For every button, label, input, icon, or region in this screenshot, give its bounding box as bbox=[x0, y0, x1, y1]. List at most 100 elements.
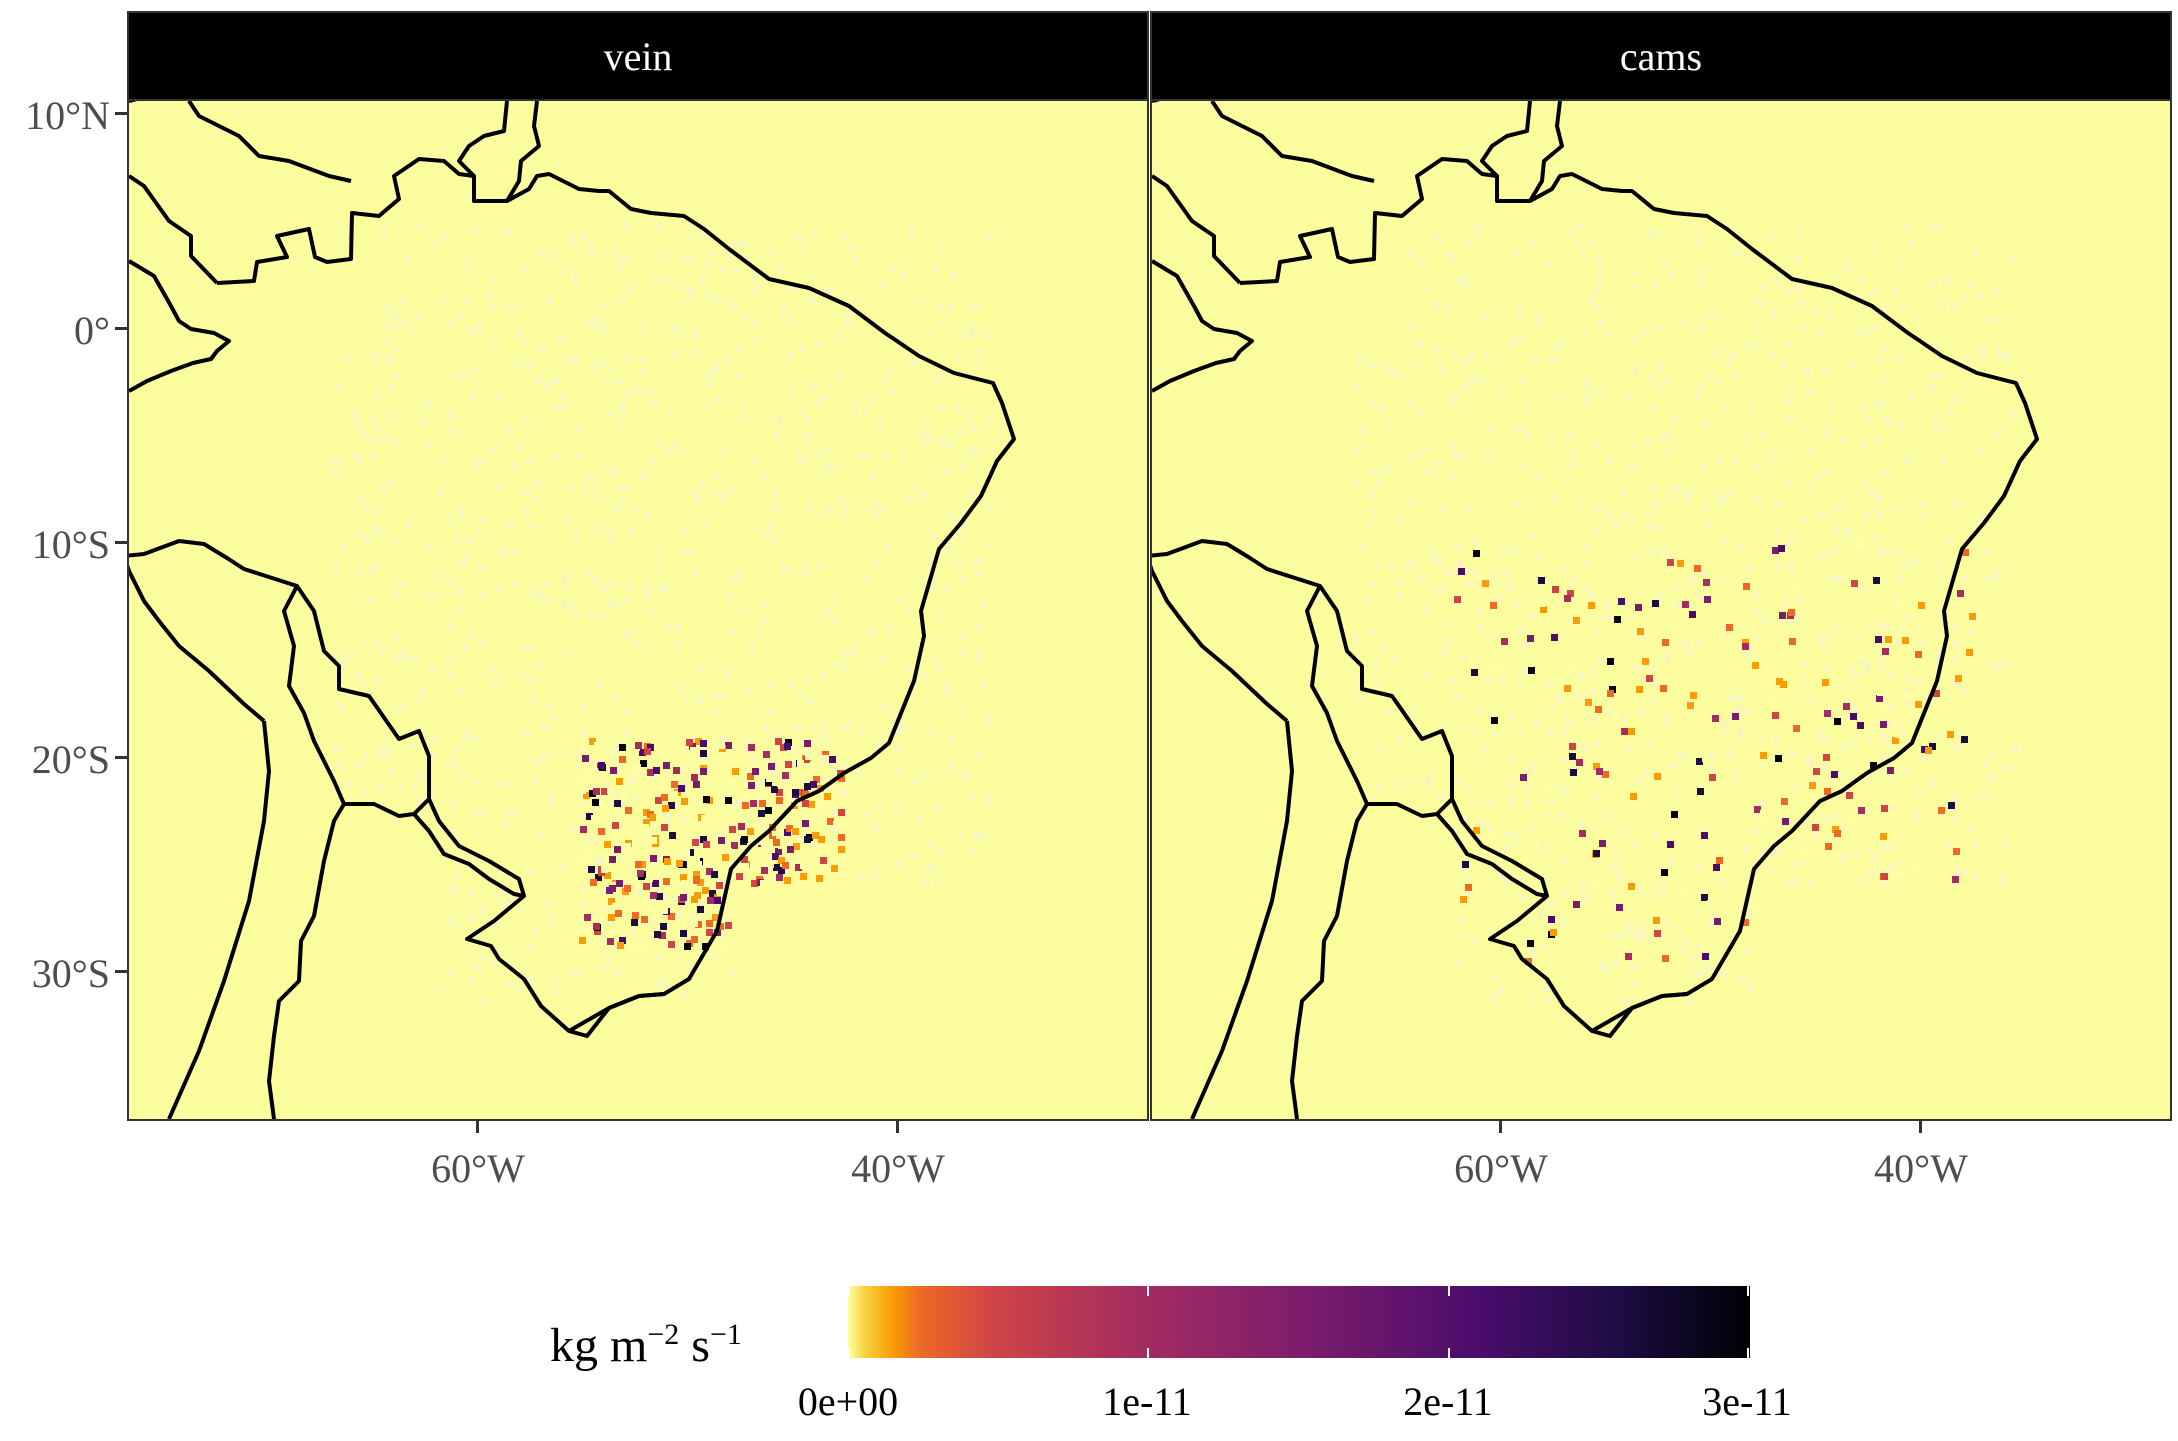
emission-cell bbox=[955, 354, 962, 361]
emission-cell bbox=[679, 298, 686, 305]
emission-cell bbox=[1553, 495, 1560, 502]
emission-cell bbox=[1871, 854, 1878, 861]
emission-cell bbox=[1452, 778, 1459, 785]
emission-cell bbox=[1625, 924, 1632, 931]
emission-cell bbox=[720, 266, 727, 273]
emission-cell bbox=[1545, 782, 1552, 789]
emission-cell bbox=[1642, 329, 1649, 336]
emission-cell bbox=[673, 767, 680, 774]
emission-cell bbox=[474, 780, 481, 787]
emission-cell bbox=[473, 462, 480, 469]
emission-cell bbox=[679, 847, 686, 854]
emission-cell bbox=[1581, 328, 1588, 335]
emission-cell bbox=[1744, 708, 1751, 715]
emission-cell bbox=[1955, 573, 1962, 580]
emission-cell bbox=[1866, 509, 1873, 516]
emission-cell bbox=[581, 927, 588, 934]
emission-cell bbox=[725, 848, 732, 855]
emission-cell bbox=[830, 619, 837, 626]
emission-cell bbox=[604, 955, 611, 962]
emission-cell bbox=[672, 350, 679, 357]
emission-cell bbox=[644, 593, 651, 600]
emission-cell bbox=[1546, 728, 1553, 735]
legend-title-exp2: −1 bbox=[709, 1318, 742, 1351]
emission-cell bbox=[760, 880, 767, 887]
emission-cell bbox=[1852, 851, 1859, 858]
emission-cell bbox=[445, 658, 452, 665]
y-axis-tick bbox=[115, 756, 127, 759]
emission-cell bbox=[1682, 752, 1689, 759]
emission-cell bbox=[619, 295, 626, 302]
emission-cell bbox=[333, 566, 340, 573]
emission-cell bbox=[624, 707, 631, 714]
emission-cell bbox=[974, 657, 981, 664]
emission-cell bbox=[712, 367, 719, 374]
emission-cell bbox=[729, 578, 736, 585]
emission-cell bbox=[1814, 473, 1821, 480]
emission-cell bbox=[1662, 639, 1669, 646]
emission-cell bbox=[692, 332, 699, 339]
emission-cell bbox=[1603, 813, 1610, 820]
emission-cell bbox=[1605, 645, 1612, 652]
emission-cell bbox=[950, 271, 957, 278]
emission-cell bbox=[680, 894, 687, 901]
emission-cell bbox=[1935, 650, 1942, 657]
emission-cell bbox=[1902, 637, 1909, 644]
emission-cell bbox=[789, 681, 796, 688]
emission-cell bbox=[524, 731, 531, 738]
emission-cell bbox=[1726, 624, 1733, 631]
emission-cell bbox=[599, 936, 606, 943]
emission-cell bbox=[1702, 953, 1709, 960]
emission-cell bbox=[1585, 699, 1592, 706]
emission-cell bbox=[901, 455, 908, 462]
emission-cell bbox=[1946, 844, 1953, 851]
emission-cell bbox=[881, 506, 888, 513]
emission-cell bbox=[689, 294, 696, 301]
emission-cell bbox=[856, 768, 863, 775]
emission-cell bbox=[1701, 668, 1708, 675]
emission-cell bbox=[1536, 474, 1543, 481]
emission-cell bbox=[956, 533, 963, 540]
emission-cell bbox=[691, 490, 698, 497]
emission-cell bbox=[718, 742, 725, 749]
emission-cell bbox=[873, 559, 880, 566]
emission-cell bbox=[1638, 934, 1645, 941]
emission-cell bbox=[601, 866, 608, 873]
emission-cell bbox=[573, 534, 580, 541]
emission-cell bbox=[718, 751, 725, 758]
emission-cell bbox=[923, 772, 930, 779]
emission-cell bbox=[635, 742, 642, 749]
emission-cell bbox=[1502, 877, 1509, 884]
emission-cell bbox=[820, 857, 827, 864]
emission-cell bbox=[750, 800, 757, 807]
emission-cell bbox=[620, 878, 627, 885]
emission-cell bbox=[859, 729, 866, 736]
emission-cell bbox=[369, 416, 376, 423]
emission-cell bbox=[504, 227, 511, 234]
emission-cell bbox=[1424, 672, 1431, 679]
emission-cell bbox=[1437, 366, 1444, 373]
emission-cell bbox=[1629, 516, 1636, 523]
emission-cell bbox=[1734, 248, 1741, 255]
emission-cell bbox=[793, 843, 800, 850]
emission-cell bbox=[1552, 586, 1559, 593]
emission-cell bbox=[476, 810, 483, 817]
emission-cell bbox=[1577, 498, 1584, 505]
emission-cell bbox=[514, 983, 521, 990]
emission-cell bbox=[1747, 645, 1754, 652]
emission-cell bbox=[610, 748, 617, 755]
emission-cell bbox=[935, 376, 942, 383]
emission-cell bbox=[1367, 491, 1374, 498]
emission-cell bbox=[1566, 664, 1573, 671]
emission-cell bbox=[900, 724, 907, 731]
emission-cell bbox=[588, 866, 595, 873]
emission-cell bbox=[1371, 508, 1378, 515]
emission-cell bbox=[1687, 488, 1694, 495]
emission-cell bbox=[512, 360, 519, 367]
emission-cell bbox=[822, 744, 829, 751]
emission-cell bbox=[1497, 872, 1504, 879]
emission-cell bbox=[594, 742, 601, 749]
emission-cell bbox=[357, 568, 364, 575]
emission-cell bbox=[814, 753, 821, 760]
emission-cell bbox=[374, 638, 381, 645]
